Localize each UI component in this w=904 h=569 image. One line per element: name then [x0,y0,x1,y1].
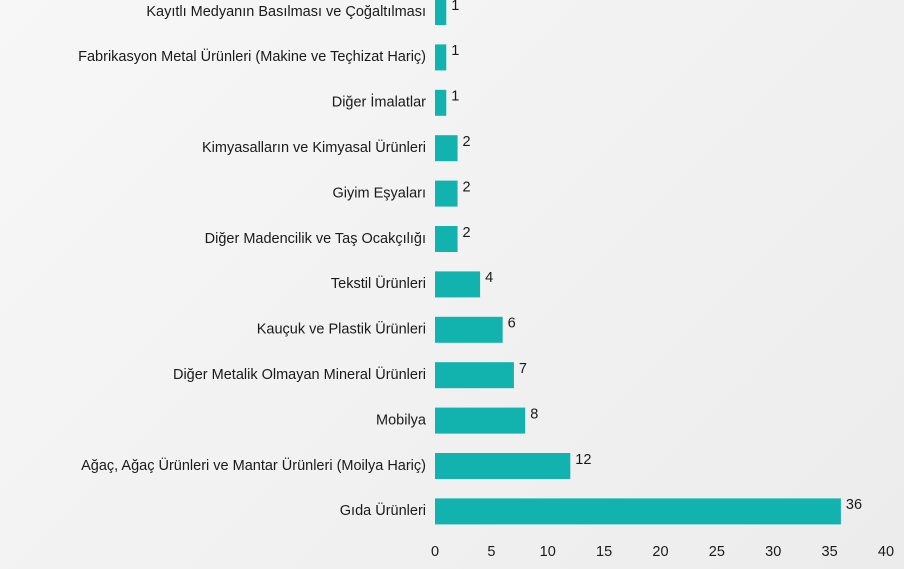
value-label: 6 [508,316,516,332]
y-tick-label: Ağaç, Ağaç Ürünleri ve Mantar Ürünleri (… [81,456,426,474]
bar [435,135,458,162]
value-label: 1 [451,43,459,59]
bar [435,316,503,343]
bar [435,453,571,479]
x-tick-label: 5 [487,544,495,560]
x-tick-label: 35 [822,544,838,560]
value-label: 2 [463,134,471,150]
x-tick-label: 30 [765,544,781,560]
y-tick-label: Mobilya [376,412,427,428]
bar [435,0,447,25]
y-tick-label: Tekstil Ürünleri [331,274,426,292]
bar [435,407,526,434]
value-label: 7 [519,361,527,377]
y-tick-label: Fabrikasyon Metal Ürünleri (Makine ve Te… [78,47,426,65]
y-tick-label: Giyim Eşyaları [333,185,426,201]
value-label: 1 [451,0,459,14]
bar [435,89,447,116]
x-tick-label: 25 [709,544,725,560]
x-tick-label: 10 [540,544,556,560]
value-label: 4 [485,270,493,286]
y-tick-label: Gıda Ürünleri [340,501,426,519]
y-tick-label: Diğer Metalik Olmayan Mineral Ürünleri [173,365,426,383]
value-label: 12 [575,452,591,468]
value-label: 2 [463,179,471,195]
value-label: 36 [846,497,862,513]
bar [435,498,841,525]
y-tick-label: Kayıtlı Medyanın Basılması ve Çoğaltılma… [146,4,426,20]
x-tick-label: 15 [596,544,612,560]
value-label: 2 [463,225,471,241]
x-tick-label: 40 [878,544,894,560]
x-tick-label: 20 [652,544,668,560]
y-tick-label: Kimyasalların ve Kimyasal Ürünleri [202,138,426,156]
bar [435,226,458,252]
bar [435,362,514,389]
y-tick-label: Diğer İmalatlar [332,93,426,111]
y-tick-label: Kauçuk ve Plastik Ürünleri [257,320,426,338]
bar [435,180,458,207]
bar [435,271,481,298]
value-label: 1 [451,89,459,105]
value-label: 8 [530,406,538,422]
bar [435,44,447,71]
x-tick-label: 0 [431,544,439,560]
y-tick-label: Diğer Madencilik ve Taş Ocakçılığı [205,231,426,247]
